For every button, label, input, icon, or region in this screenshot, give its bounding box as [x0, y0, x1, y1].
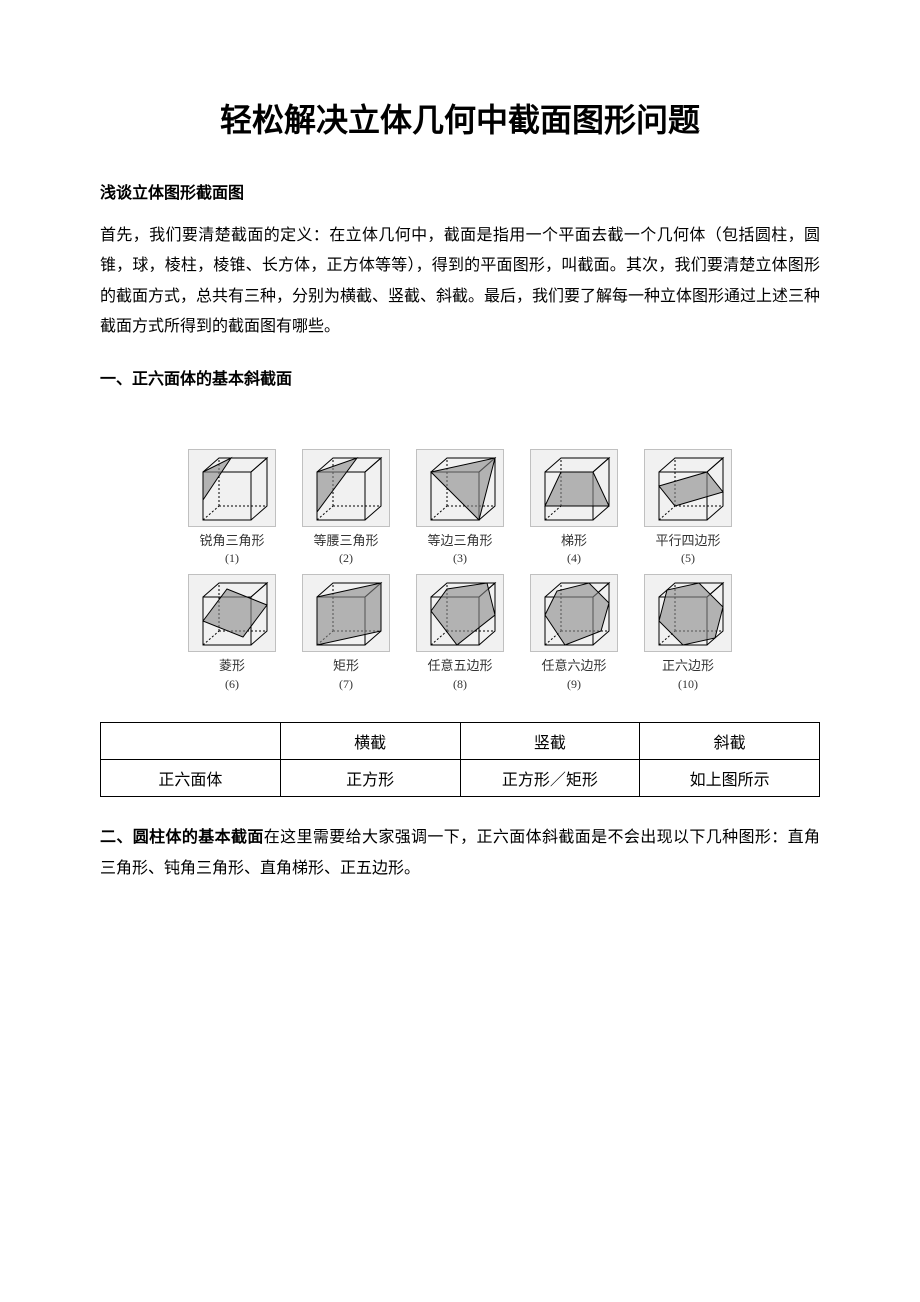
figure-cell: 梯形 (4)	[522, 449, 626, 567]
figure-cell: 任意五边形 (8)	[408, 574, 512, 692]
figure-label: 锐角三角形	[199, 533, 264, 550]
figure-number: (8)	[453, 677, 467, 692]
figure-number: (2)	[339, 551, 353, 566]
figure-cell: 菱形 (6)	[180, 574, 284, 692]
figure-number: (3)	[453, 551, 467, 566]
section-1-heading: 一、正六面体的基本斜截面	[100, 365, 820, 389]
figures-grid: 锐角三角形 (1) 等腰三角形 (2)	[180, 449, 740, 693]
table-row: 横截 竖截 斜截	[101, 723, 820, 760]
cube-diagram-8	[416, 574, 504, 652]
figure-number: (4)	[567, 551, 581, 566]
cube-diagram-7	[302, 574, 390, 652]
table-cell: 横截	[280, 723, 460, 760]
figure-label: 等腰三角形	[313, 533, 378, 550]
figure-number: (6)	[225, 677, 239, 692]
table-row: 正六面体 正方形 正方形／矩形 如上图所示	[101, 760, 820, 797]
figure-label: 矩形	[333, 658, 359, 675]
subtitle: 浅谈立体图形截面图	[100, 179, 820, 203]
intro-paragraph: 首先，我们要清楚截面的定义：在立体几何中，截面是指用一个平面去截一个几何体（包括…	[100, 221, 820, 343]
figure-label: 等边三角形	[427, 533, 492, 550]
figure-row: 锐角三角形 (1) 等腰三角形 (2)	[180, 449, 740, 567]
figure-label: 任意六边形	[541, 658, 606, 675]
figure-label: 平行四边形	[655, 533, 720, 550]
table-cell: 正方形	[280, 760, 460, 797]
figure-cell: 等腰三角形 (2)	[294, 449, 398, 567]
cube-diagram-2	[302, 449, 390, 527]
section-2-heading: 二、圆柱体的基本截面	[100, 829, 264, 846]
cube-diagram-3	[416, 449, 504, 527]
table-cell: 正六面体	[101, 760, 281, 797]
figure-label: 正六边形	[662, 658, 714, 675]
cube-diagram-5	[644, 449, 732, 527]
figure-number: (7)	[339, 677, 353, 692]
table-cell: 正方形／矩形	[460, 760, 640, 797]
figure-number: (1)	[225, 551, 239, 566]
cube-diagram-9	[530, 574, 618, 652]
cube-diagram-1	[188, 449, 276, 527]
figure-cell: 平行四边形 (5)	[636, 449, 740, 567]
table-cell: 斜截	[640, 723, 820, 760]
table-cell: 竖截	[460, 723, 640, 760]
figure-label: 菱形	[219, 658, 245, 675]
cube-diagram-10	[644, 574, 732, 652]
page-title: 轻松解决立体几何中截面图形问题	[100, 95, 820, 141]
section-table: 横截 竖截 斜截 正六面体 正方形 正方形／矩形 如上图所示	[100, 722, 820, 797]
figure-cell: 任意六边形 (9)	[522, 574, 626, 692]
figure-cell: 等边三角形 (3)	[408, 449, 512, 567]
figure-cell: 矩形 (7)	[294, 574, 398, 692]
figure-number: (9)	[567, 677, 581, 692]
figure-label: 梯形	[561, 533, 587, 550]
table-cell: 如上图所示	[640, 760, 820, 797]
figure-label: 任意五边形	[427, 658, 492, 675]
cube-diagram-6	[188, 574, 276, 652]
figure-number: (10)	[678, 677, 698, 692]
figure-row: 菱形 (6) 矩形 (7)	[180, 574, 740, 692]
figure-number: (5)	[681, 551, 695, 566]
figure-cell: 锐角三角形 (1)	[180, 449, 284, 567]
cube-diagram-4	[530, 449, 618, 527]
table-cell	[101, 723, 281, 760]
section-2-paragraph: 二、圆柱体的基本截面在这里需要给大家强调一下，正六面体斜截面是不会出现以下几种图…	[100, 823, 820, 884]
figure-cell: 正六边形 (10)	[636, 574, 740, 692]
